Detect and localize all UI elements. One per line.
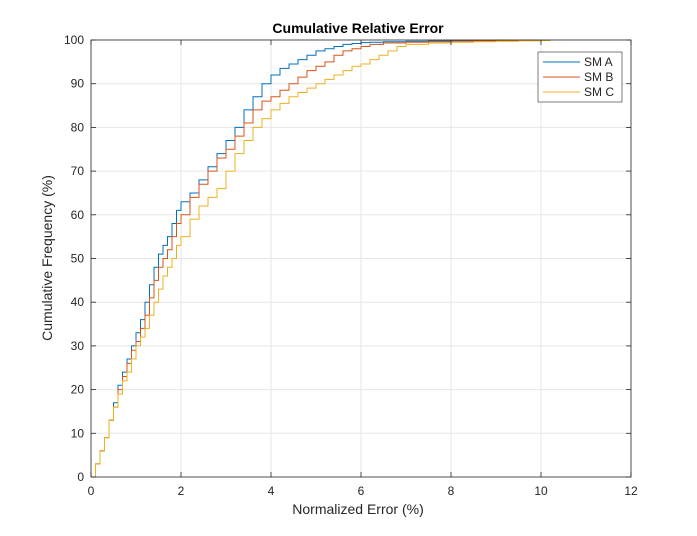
y-tick-label: 40 bbox=[71, 295, 85, 309]
legend-label: SM A bbox=[584, 55, 613, 69]
x-tick-label: 0 bbox=[88, 484, 95, 498]
y-tick-label: 20 bbox=[71, 383, 85, 397]
series-line-sm-c bbox=[91, 39, 551, 478]
y-tick-label: 50 bbox=[71, 252, 85, 266]
tick-labels: 0 2 4 6 8 10 12 0 10 20 30 40 50 60 70 80 90 100 bbox=[64, 33, 638, 498]
x-tick-label: 4 bbox=[268, 484, 275, 498]
y-tick-label: 70 bbox=[71, 164, 85, 178]
x-axis-title: Normalized Error (%) bbox=[292, 501, 423, 517]
series-line-sm-b bbox=[91, 39, 542, 478]
x-tick-label: 10 bbox=[534, 484, 548, 498]
legend-label: SM C bbox=[584, 85, 614, 99]
legend-label: SM B bbox=[584, 70, 613, 84]
y-tick-label: 100 bbox=[64, 33, 84, 47]
y-tick-label: 10 bbox=[71, 426, 85, 440]
legend: SM ASM BSM C bbox=[537, 51, 623, 103]
y-tick-label: 80 bbox=[71, 120, 85, 134]
x-tick-label: 2 bbox=[178, 484, 185, 498]
x-tick-label: 12 bbox=[624, 484, 638, 498]
x-tick-label: 6 bbox=[358, 484, 365, 498]
y-tick-label: 30 bbox=[71, 339, 85, 353]
axes bbox=[90, 39, 632, 478]
y-tick-label: 0 bbox=[77, 470, 84, 484]
y-axis-title: Cumulative Frequency (%) bbox=[39, 175, 55, 341]
y-tick-label: 60 bbox=[71, 208, 85, 222]
chart-title: Cumulative Relative Error bbox=[272, 20, 444, 36]
y-tick-label: 90 bbox=[71, 77, 85, 91]
x-tick-label: 8 bbox=[448, 484, 455, 498]
